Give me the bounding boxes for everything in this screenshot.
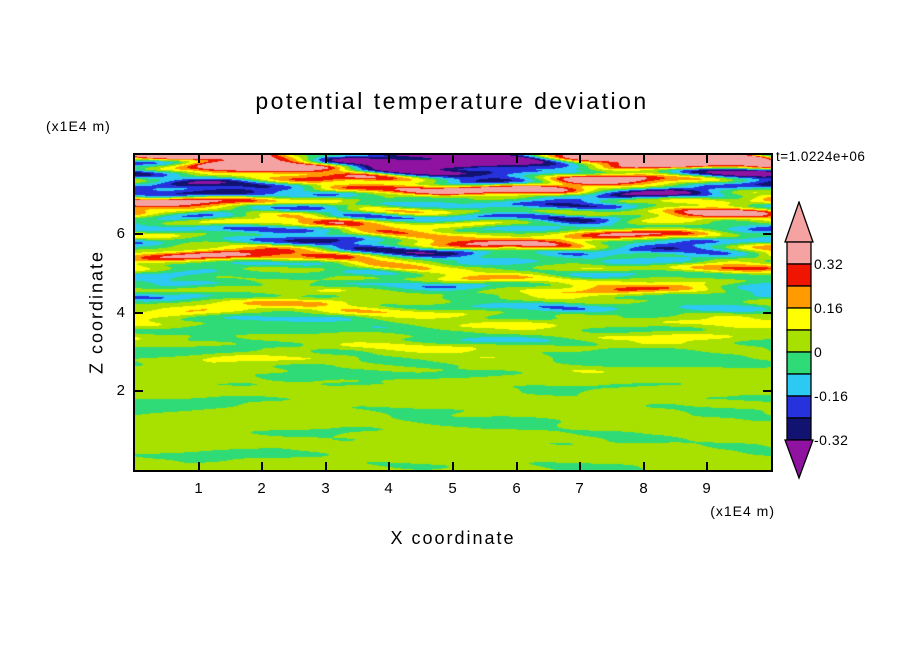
contour-field-canvas xyxy=(135,155,771,470)
x-tick-label: 9 xyxy=(702,480,712,497)
plot-area xyxy=(133,153,773,472)
z-tick-label: 4 xyxy=(116,304,126,321)
colorbar-segment xyxy=(786,395,812,419)
z-tick xyxy=(135,233,143,235)
colorbar-arrow-up xyxy=(784,201,814,243)
colorbar-segment xyxy=(786,285,812,309)
colorbar-segment xyxy=(786,263,812,287)
x-tick xyxy=(325,462,327,470)
chart-title: potential temperature deviation xyxy=(255,88,649,114)
time-annotation: t=1.0224e+06 xyxy=(776,149,866,164)
z-axis-unit-label: (x1E4 m) xyxy=(46,118,111,134)
x-tick-label: 2 xyxy=(257,480,267,497)
x-tick xyxy=(706,462,708,470)
z-tick xyxy=(763,390,771,392)
x-axis-unit-label: (x1E4 m) xyxy=(710,503,775,519)
colorbar-segment xyxy=(786,329,812,353)
colorbar-segment xyxy=(786,373,812,397)
colorbar-segment xyxy=(786,241,812,265)
x-tick xyxy=(325,155,327,163)
x-tick xyxy=(516,155,518,163)
colorbar-label: -0.16 xyxy=(814,388,849,404)
colorbar-segment xyxy=(786,351,812,375)
x-tick-label: 3 xyxy=(321,480,331,497)
colorbar-label: 0.16 xyxy=(814,300,844,316)
z-tick xyxy=(763,233,771,235)
x-tick-label: 6 xyxy=(512,480,522,497)
x-axis-title: X coordinate xyxy=(390,528,516,548)
x-tick xyxy=(643,155,645,163)
colorbar-label: 0 xyxy=(814,344,823,360)
x-tick xyxy=(198,462,200,470)
x-tick xyxy=(452,462,454,470)
x-tick-label: 4 xyxy=(384,480,394,497)
x-tick xyxy=(706,155,708,163)
plot-inner xyxy=(135,155,771,470)
colorbar xyxy=(784,201,814,480)
x-tick xyxy=(261,462,263,470)
colorbar-segment xyxy=(786,417,812,441)
x-tick xyxy=(579,462,581,470)
x-tick xyxy=(579,155,581,163)
colorbar-label: -0.32 xyxy=(814,432,849,448)
x-tick xyxy=(516,462,518,470)
colorbar-segment xyxy=(786,307,812,331)
x-tick xyxy=(452,155,454,163)
x-tick-label: 8 xyxy=(639,480,649,497)
z-tick-label: 6 xyxy=(116,225,126,242)
x-tick xyxy=(261,155,263,163)
z-tick-label: 2 xyxy=(116,382,126,399)
x-tick xyxy=(388,462,390,470)
x-tick-label: 5 xyxy=(448,480,458,497)
x-tick-label: 1 xyxy=(194,480,204,497)
x-tick-label: 7 xyxy=(575,480,585,497)
colorbar-arrow-down xyxy=(784,439,814,480)
x-tick xyxy=(643,462,645,470)
z-tick xyxy=(135,390,143,392)
x-tick xyxy=(388,155,390,163)
colorbar-label: 0.32 xyxy=(814,256,844,272)
x-tick xyxy=(198,155,200,163)
z-tick xyxy=(763,312,771,314)
z-tick xyxy=(135,312,143,314)
